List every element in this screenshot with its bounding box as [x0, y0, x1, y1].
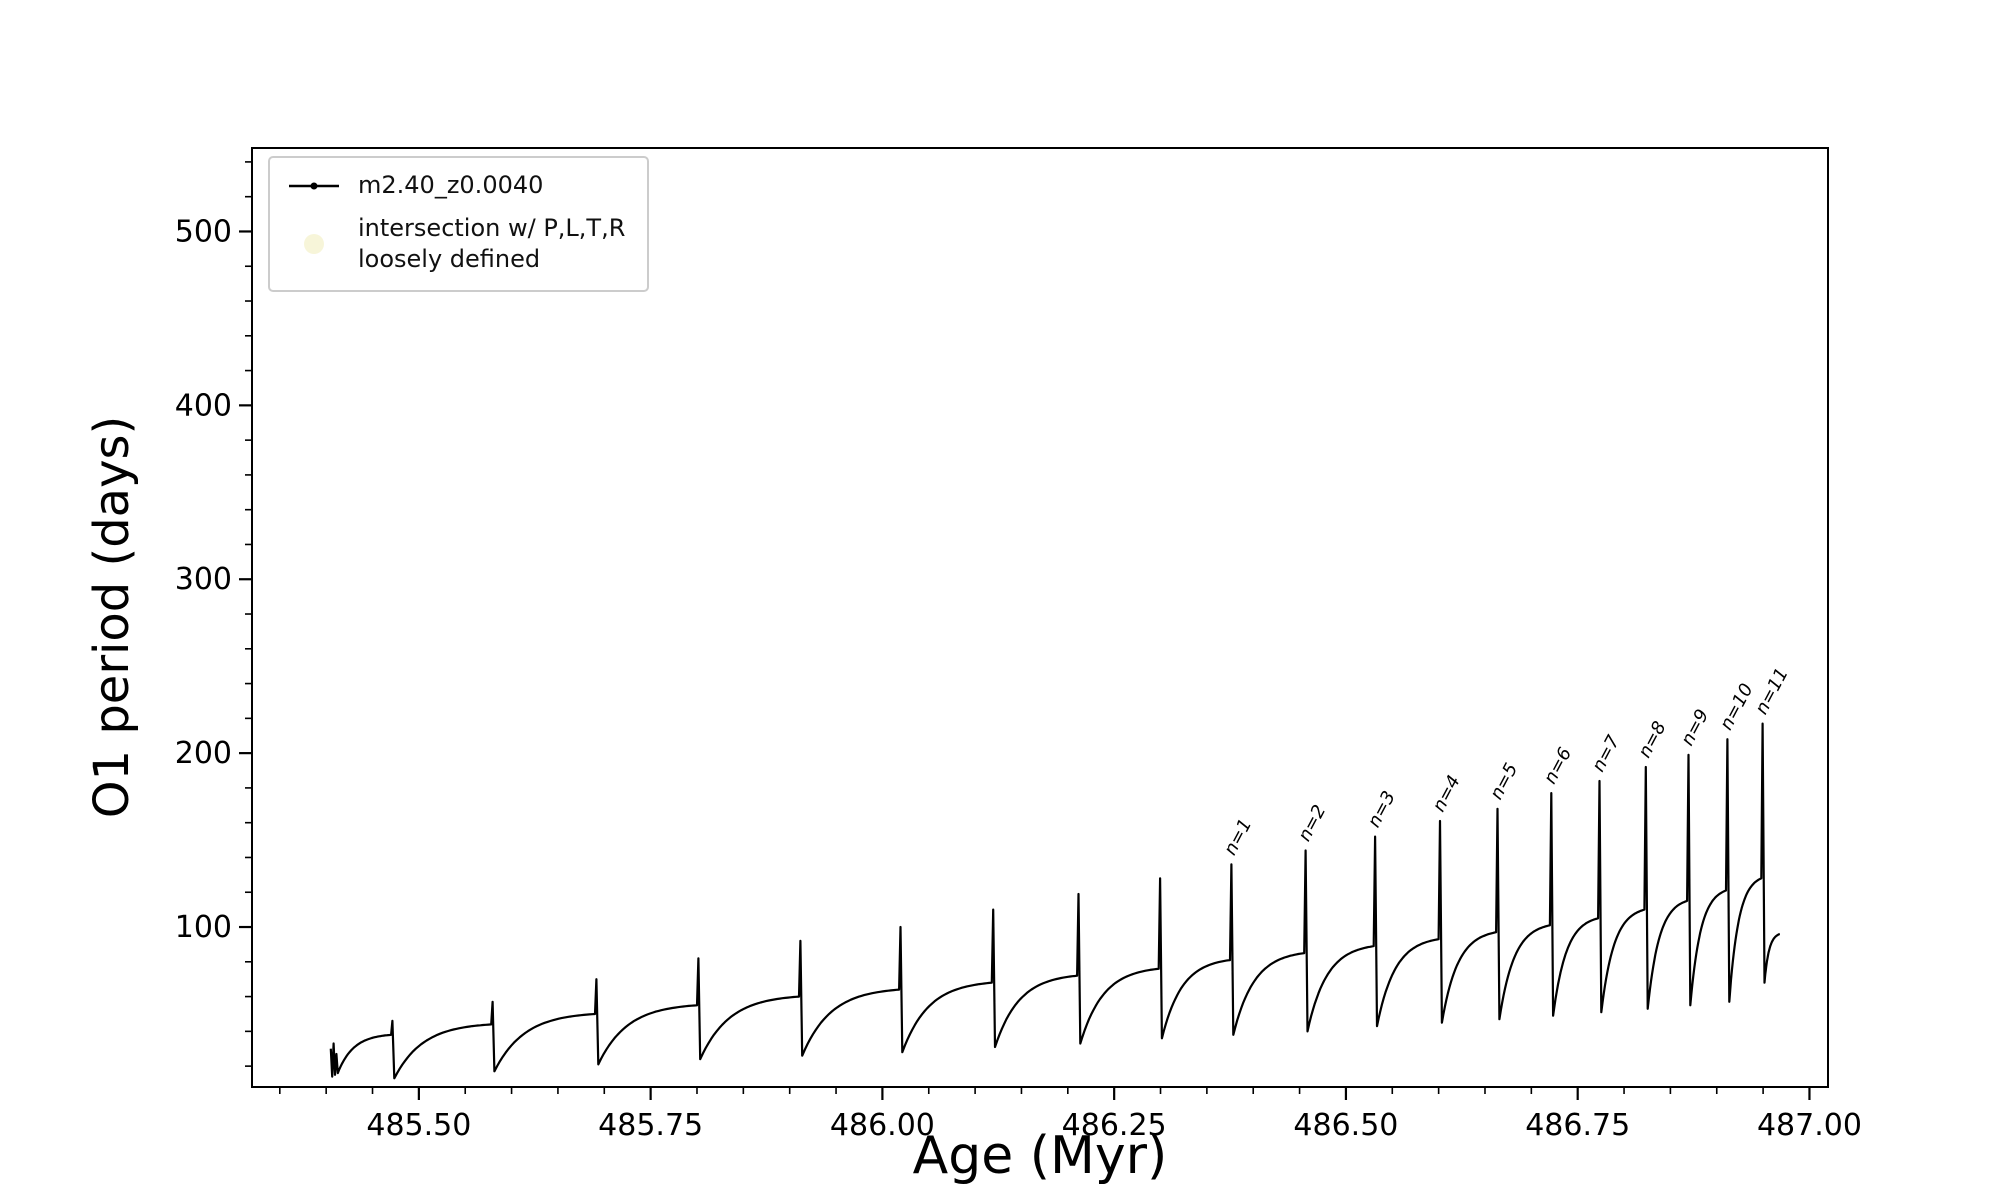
y-tick-label: 100: [175, 910, 232, 945]
series-line-icon: [286, 176, 342, 196]
cycle-annotation: n=1: [1220, 815, 1256, 858]
series-line-swatch-dot: [310, 182, 318, 190]
x-tick-label: 487.00: [1757, 1108, 1862, 1143]
x-tick-label: 485.50: [366, 1108, 471, 1143]
legend: m2.40_z0.0040 intersection w/ P,L,T,R lo…: [268, 156, 650, 292]
x-tick-label: 486.75: [1525, 1108, 1630, 1143]
intersection-marker-swatch: [304, 234, 324, 255]
cycle-annotation: n=4: [1429, 772, 1465, 815]
axes-box: [251, 147, 1829, 1088]
cycle-annotation: n=3: [1364, 788, 1400, 831]
legend-entry-series: m2.40_z0.0040: [286, 170, 625, 201]
cycle-annotation: n=6: [1540, 744, 1576, 787]
x-tick-label: 485.75: [598, 1108, 703, 1143]
legend-entry-intersection: intersection w/ P,L,T,R loosely defined: [286, 213, 625, 275]
y-tick-label: 500: [175, 214, 232, 249]
cycle-annotation: n=8: [1634, 718, 1670, 761]
legend-intersection-label: intersection w/ P,L,T,R loosely defined: [358, 214, 626, 274]
cycle-annotation: n=2: [1294, 801, 1330, 844]
legend-series-label: m2.40_z0.0040: [358, 171, 544, 199]
x-tick-label: 486.25: [1062, 1108, 1167, 1143]
y-tick-label: 300: [175, 562, 232, 597]
series-line: [329, 722, 1781, 1080]
y-tick-label: 400: [175, 388, 232, 423]
cycle-annotation: n=11: [1751, 664, 1793, 717]
x-tick-label: 486.00: [830, 1108, 935, 1143]
cycle-annotation: n=5: [1486, 760, 1522, 803]
x-tick-label: 486.50: [1293, 1108, 1398, 1143]
cycle-annotation: n=7: [1588, 731, 1625, 775]
cycle-annotation: n=9: [1677, 706, 1713, 749]
y-axis-label: O1 period (days): [84, 415, 140, 819]
intersection-marker-icon: [286, 234, 342, 255]
x-axis-label: Age (Myr): [912, 1126, 1168, 1186]
y-tick-label: 200: [175, 736, 232, 771]
